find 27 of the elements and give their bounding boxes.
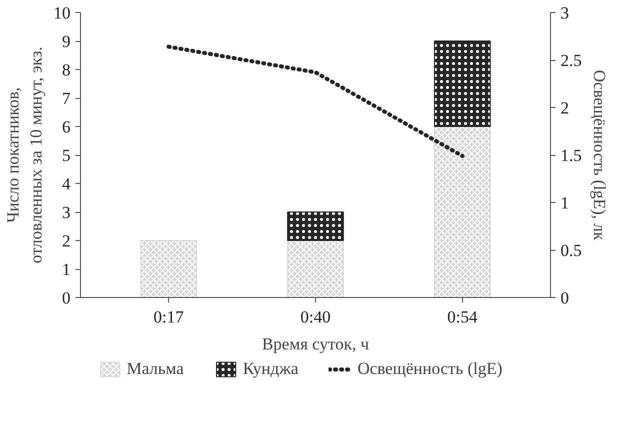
legend-label: Кунджа bbox=[242, 359, 298, 379]
y-tick-label: 2 bbox=[62, 232, 70, 250]
y2-tick-label: 1.5 bbox=[560, 146, 582, 165]
y-tick-label: 4 bbox=[62, 174, 71, 194]
y2-tick-label: 0.5 bbox=[560, 241, 582, 260]
y-tick-label: 3 bbox=[62, 203, 70, 222]
y-tick-label: 0 bbox=[62, 288, 70, 308]
y2-tick-label: 1 bbox=[560, 194, 569, 212]
legend-label: Освещённость (lgE) bbox=[357, 359, 502, 379]
y-axis-title: Число покатников, отловленных за 10 минут, экз. bbox=[4, 46, 46, 264]
x-tick-label: 0:54 bbox=[447, 308, 478, 326]
y2-tick-label: 0 bbox=[560, 288, 569, 308]
legend-label: Мальма bbox=[126, 359, 184, 379]
y-tick-label: 9 bbox=[62, 32, 70, 51]
y-tick-label: 1 bbox=[62, 260, 70, 279]
x-axis-title: Время суток, ч bbox=[262, 334, 370, 354]
y2-tick-label: 2.5 bbox=[560, 51, 582, 70]
x-tick-label: 0:17 bbox=[154, 308, 184, 326]
y2-tick-label: 3 bbox=[560, 4, 569, 22]
y-tick-label: 7 bbox=[62, 89, 71, 108]
x-tick-label: 0:40 bbox=[300, 308, 331, 326]
y2-tick-label: 2 bbox=[560, 98, 569, 118]
y2-axis-title: Освещённость (lgE), лк bbox=[590, 70, 609, 241]
y-tick-label: 10 bbox=[54, 4, 70, 22]
y-tick-label: 8 bbox=[62, 60, 70, 80]
y-tick-label: 6 bbox=[62, 118, 70, 136]
y-tick-label: 5 bbox=[62, 146, 70, 165]
